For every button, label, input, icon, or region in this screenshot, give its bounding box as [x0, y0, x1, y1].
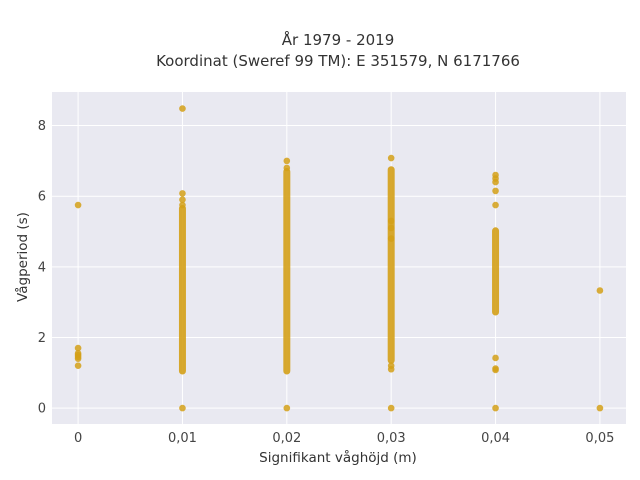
data-point: [492, 366, 499, 374]
chart-title-line-2: Koordinat (Sweref 99 TM): E 351579, N 61…: [156, 52, 520, 70]
y-tick-label: 4: [38, 260, 46, 275]
point-band: [283, 167, 291, 375]
data-point: [179, 201, 186, 209]
data-point: [179, 404, 186, 412]
plot-area: [52, 92, 626, 424]
y-axis-label: Vågperiod (s): [14, 212, 31, 302]
data-point: [492, 354, 499, 362]
data-point: [74, 355, 82, 362]
data-point: [179, 105, 186, 112]
data-point: [74, 344, 82, 352]
data-point: [283, 164, 291, 172]
data-point: [492, 187, 499, 195]
data-point: [179, 190, 186, 197]
y-tick-label: 0: [38, 402, 46, 417]
x-tick-label: 0,02: [272, 431, 301, 446]
point-band: [492, 227, 500, 316]
x-tick-label: 0: [74, 431, 82, 446]
data-point: [492, 404, 499, 412]
data-point: [387, 154, 395, 162]
data-point: [74, 362, 82, 370]
data-point: [387, 235, 395, 242]
data-point: [492, 178, 499, 186]
data-point: [283, 157, 291, 165]
data-point: [179, 196, 186, 204]
data-point: [492, 201, 499, 209]
data-point: [596, 404, 604, 412]
point-band: [387, 166, 395, 364]
x-axis-ticks: 0 0,01 0,02 0,03 0,04 0,05: [74, 431, 614, 446]
data-point: [596, 287, 604, 294]
data-point: [387, 224, 395, 232]
y-tick-label: 2: [38, 331, 46, 346]
point-band: [178, 205, 186, 375]
data-points: [74, 105, 604, 412]
y-tick-label: 6: [38, 190, 46, 205]
data-point: [387, 217, 395, 225]
y-axis-ticks: 0 2 4 6 8: [38, 119, 46, 417]
data-point: [387, 404, 395, 412]
chart-title-line-1: År 1979 - 2019: [282, 30, 395, 49]
x-axis-label: Signifikant våghöjd (m): [259, 449, 417, 466]
x-tick-label: 0,05: [585, 431, 614, 446]
data-point: [387, 365, 395, 373]
data-point: [283, 404, 291, 412]
y-tick-label: 8: [38, 119, 46, 134]
data-point: [74, 201, 82, 209]
x-tick-label: 0,04: [481, 431, 510, 446]
x-tick-label: 0,03: [377, 431, 406, 446]
x-tick-label: 0,01: [168, 431, 197, 446]
